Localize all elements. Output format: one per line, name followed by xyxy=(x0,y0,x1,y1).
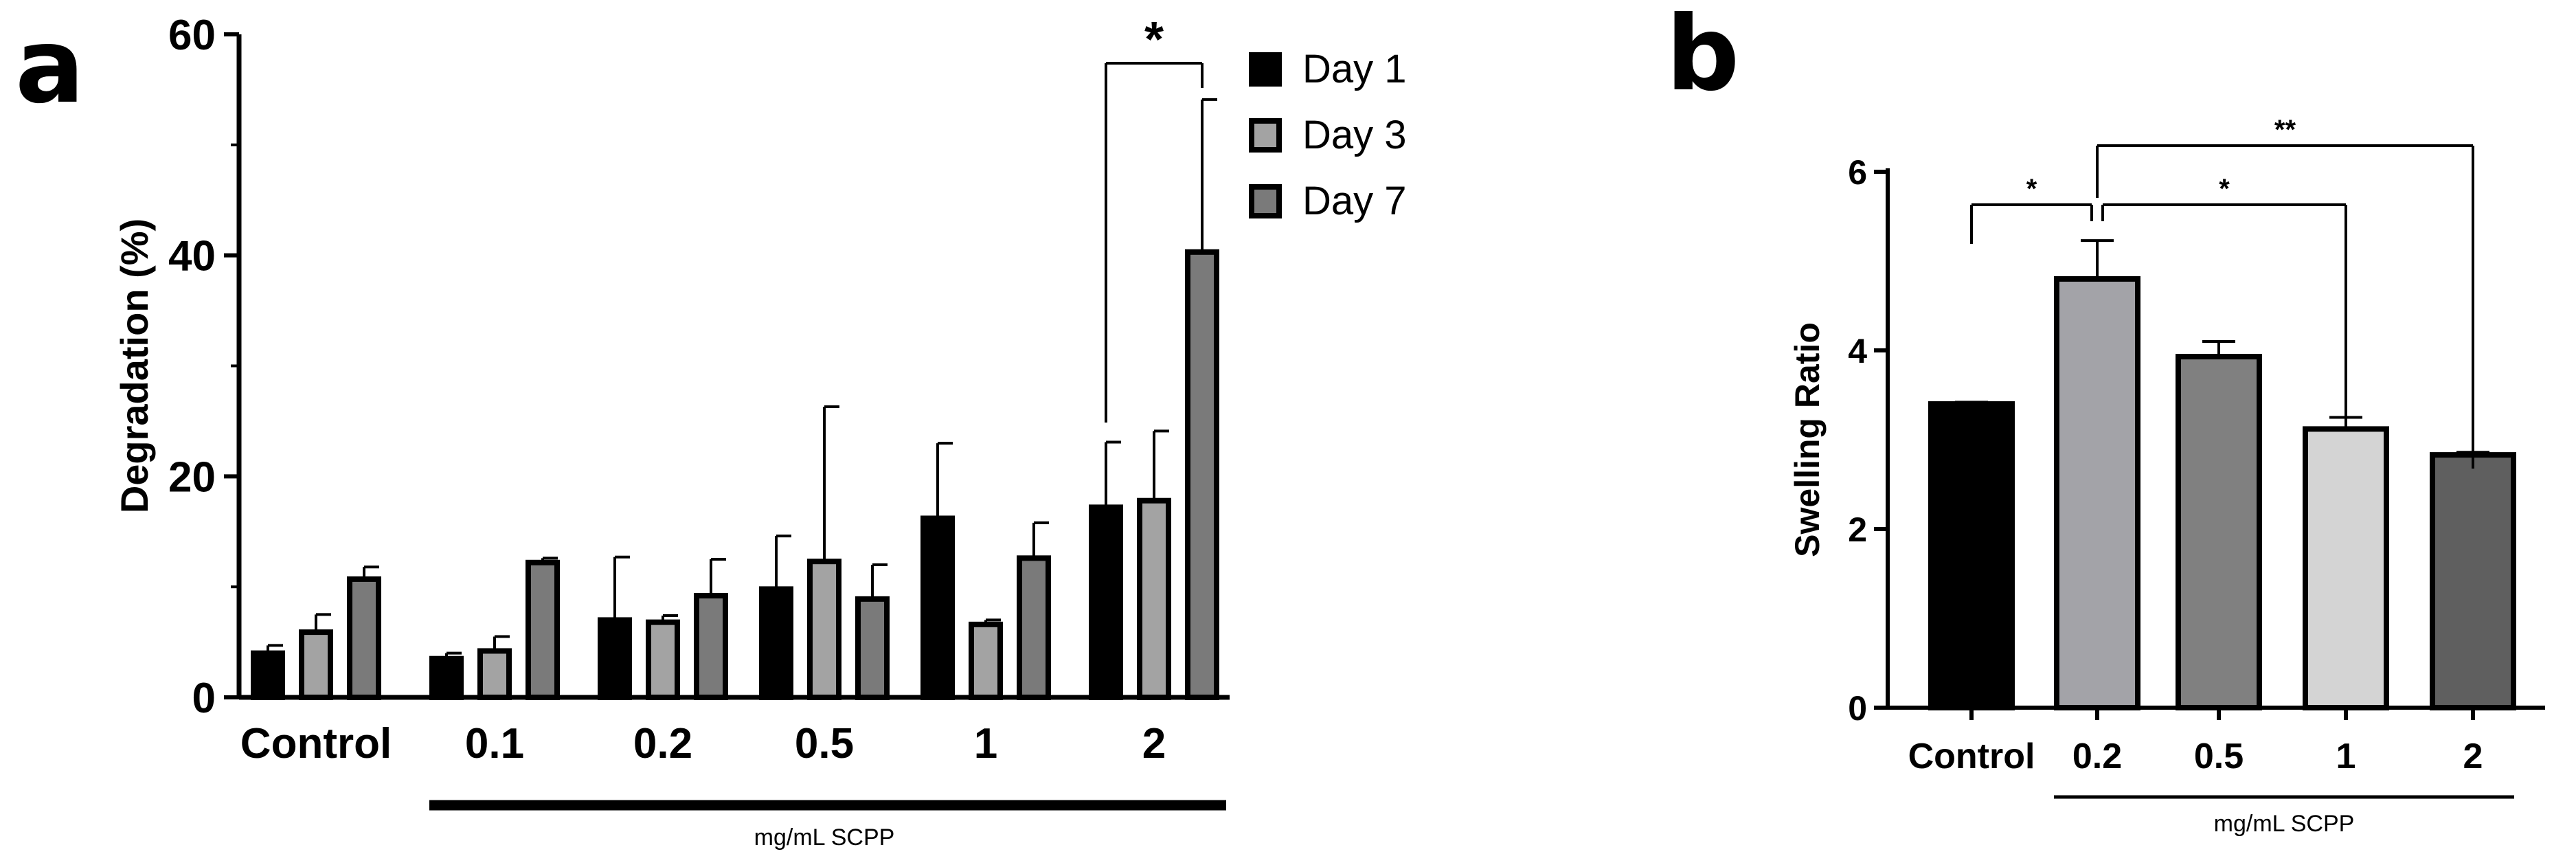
y-tick-label: 60 xyxy=(168,12,216,59)
bar-day-3-1 xyxy=(969,621,1003,700)
y-tick-label: 6 xyxy=(1848,153,1867,192)
panel-a-letter: a xyxy=(15,7,84,126)
bar-day-1-2 xyxy=(1089,504,1123,700)
chart-b-swelling-ratio: 0 2 4 6 Swelling Ratio Control 0.2 0.5 1 2 mg/mL S… xyxy=(1788,115,2545,837)
bar-day-1-0-1 xyxy=(429,655,464,700)
bar-day-7-control xyxy=(347,576,381,700)
x-tick-label-1: 1 xyxy=(974,720,997,767)
bar-day-3-0-1 xyxy=(477,648,512,701)
bar-day-3-0-2 xyxy=(646,619,680,701)
bar-day-7-2 xyxy=(1185,249,1219,700)
bar-2 xyxy=(2430,452,2516,710)
x-tick-label-0-1: 0.1 xyxy=(465,720,524,767)
bar-day-7-0-2 xyxy=(694,593,728,700)
legend-label-day-1: Day 1 xyxy=(1302,47,1407,91)
legend-swatch-day-7 xyxy=(1249,184,1282,218)
y-axis-label: Degradation (%) xyxy=(113,218,156,513)
x-tick-label-2: 2 xyxy=(2463,737,2483,776)
y-tick-label: 20 xyxy=(168,453,216,501)
chart-a-degradation: 0 20 40 60 Degradation (%) Control 0.1 0.2 0.5 1 2… xyxy=(113,12,1407,851)
legend-label-day-7: Day 7 xyxy=(1302,179,1407,223)
bar-day-7-1 xyxy=(1017,555,1051,700)
concentration-bracket-label: mg/mL SCPP xyxy=(2214,811,2355,837)
bar-day-7-0-1 xyxy=(526,559,560,700)
x-tick-label-1: 1 xyxy=(2336,737,2356,776)
x-tick-label-0-2: 0.2 xyxy=(2072,737,2122,776)
legend-label-day-3: Day 3 xyxy=(1302,113,1407,157)
x-tick-label-0-2: 0.2 xyxy=(633,720,692,767)
x-tick-label-2: 2 xyxy=(1142,720,1166,767)
bar-day-1-1 xyxy=(920,515,955,700)
x-tick-label-control: Control xyxy=(240,720,392,767)
bar-0-2 xyxy=(2054,276,2140,710)
y-tick-label: 2 xyxy=(1848,510,1867,549)
bar-day-7-0-5 xyxy=(855,596,890,700)
bar-day-1-control xyxy=(251,650,285,701)
bar-control xyxy=(1928,401,2015,710)
significance-label: * xyxy=(2026,174,2037,204)
x-tick-label-0-5: 0.5 xyxy=(2194,737,2244,776)
bar-day-1-0-5 xyxy=(759,586,793,701)
bar-day-3-0-5 xyxy=(807,559,841,700)
x-tick-label-control: Control xyxy=(1908,737,2035,776)
bar-day-3-control xyxy=(299,629,333,701)
legend-swatch-day-1 xyxy=(1249,52,1282,87)
bar-1 xyxy=(2303,426,2389,711)
y-tick-label: 4 xyxy=(1848,332,1867,370)
legend-swatch-day-3 xyxy=(1249,118,1282,153)
concentration-bracket-label: mg/mL SCPP xyxy=(754,824,895,851)
bar-day-3-2 xyxy=(1137,497,1171,700)
significance-star: * xyxy=(1144,12,1164,67)
bar-0-5 xyxy=(2176,354,2262,710)
x-tick-label-0-5: 0.5 xyxy=(795,720,854,767)
y-axis-label: Swelling Ratio xyxy=(1788,322,1827,557)
panel-b-letter: b xyxy=(1666,0,1739,114)
significance-label: * xyxy=(2219,174,2230,204)
y-tick-label: 40 xyxy=(168,233,216,280)
y-tick-label: 0 xyxy=(1848,689,1867,728)
bar-day-1-0-2 xyxy=(598,617,632,701)
significance-label: ** xyxy=(2274,115,2296,145)
y-tick-label: 0 xyxy=(192,675,216,722)
